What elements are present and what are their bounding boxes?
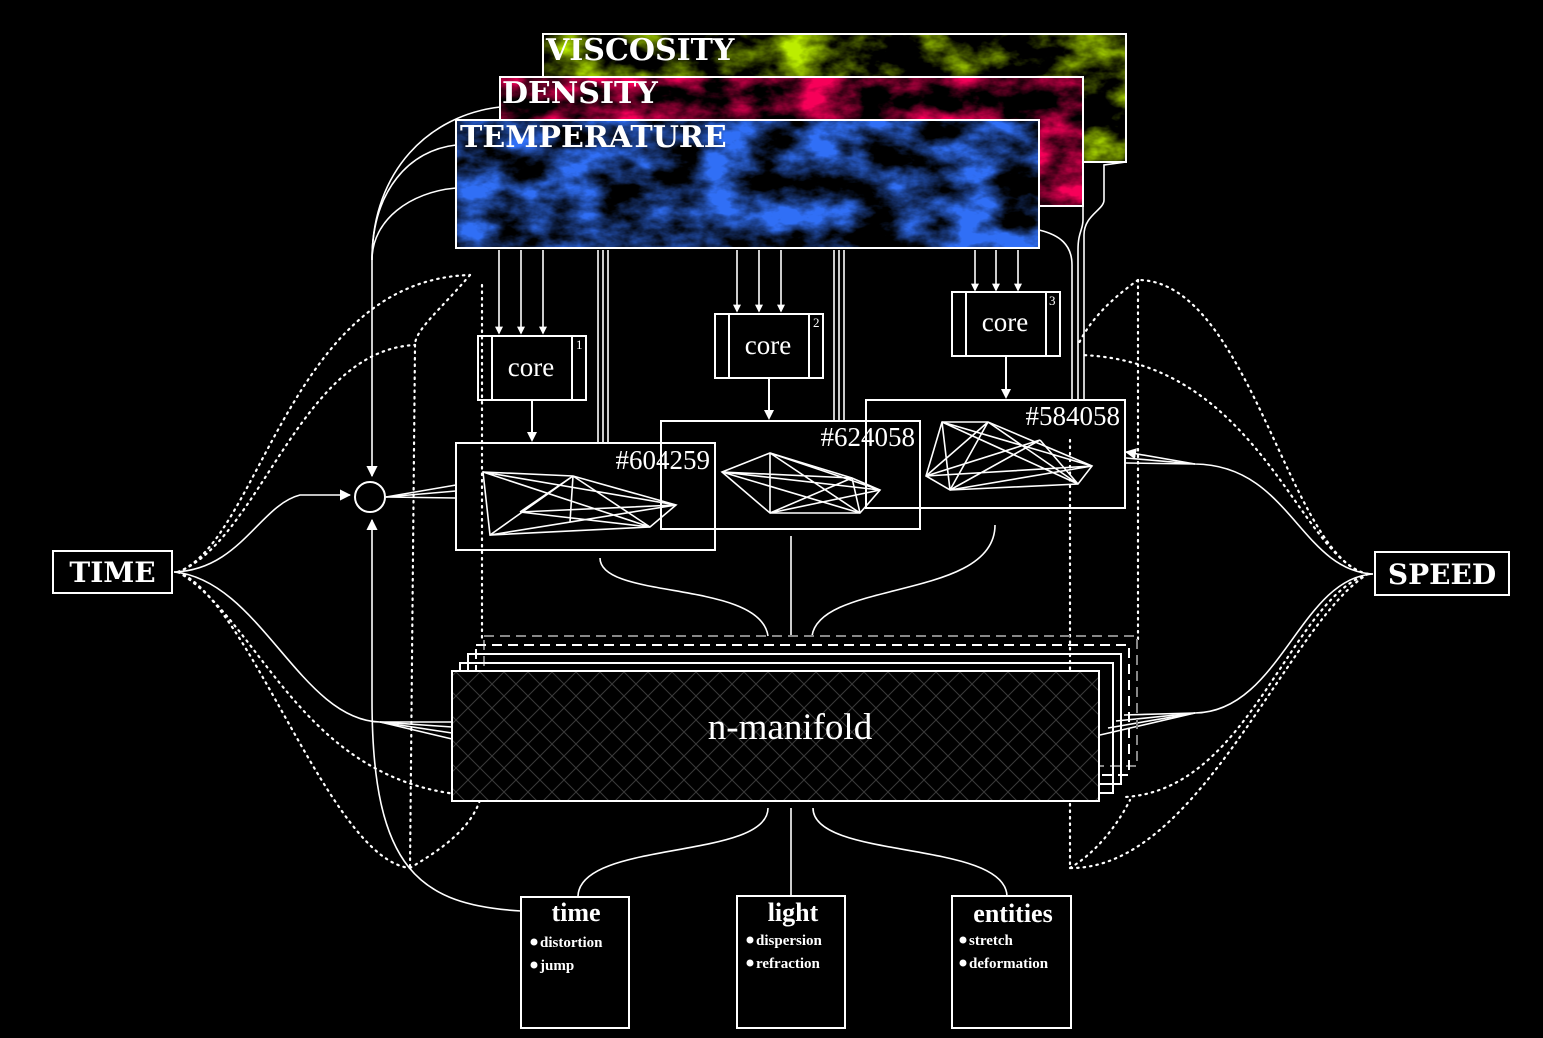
time-input: TIME — [52, 550, 173, 594]
output-entities-item-1: stretch — [969, 933, 1014, 949]
core-2-label: core — [745, 330, 791, 360]
output-time-item-1: distortion — [540, 935, 603, 951]
manifold-label: n-manifold — [708, 707, 873, 748]
graph-2: #624058 — [660, 420, 921, 530]
junction-to-graph-lines — [385, 484, 457, 499]
graph-3-id: #584058 — [1026, 401, 1121, 431]
graph-1: #604259 — [455, 442, 716, 551]
graph-to-manifold-lines — [599, 524, 996, 637]
output-entities-item-2: deformation — [969, 956, 1049, 972]
field-to-junction-lines — [366, 106, 501, 478]
temperature-panel: TEMPERATURE — [455, 119, 1040, 249]
time-input-label: TIME — [69, 556, 155, 589]
manifold-stack: n-manifold — [451, 635, 1138, 802]
output-light-item-1: dispersion — [756, 933, 823, 949]
core-2: core 2 — [714, 313, 824, 379]
manifold-to-output-lines — [577, 807, 1008, 897]
graph-3: #584058 — [865, 399, 1126, 509]
viscosity-label: VISCOSITY — [545, 33, 735, 68]
output-light-item-2: refraction — [756, 956, 821, 972]
core-3-index: 3 — [1049, 293, 1056, 308]
core-3: core 3 — [951, 291, 1061, 357]
core-1-label: core — [508, 352, 554, 382]
time-feedback-line — [366, 518, 522, 912]
density-label: DENSITY — [502, 76, 658, 111]
core-output-arrows — [527, 356, 1011, 442]
speed-input-label: SPEED — [1388, 558, 1496, 591]
output-light: light dispersion refraction — [736, 895, 846, 1029]
output-entities: entities stretch deformation — [951, 895, 1072, 1029]
speed-input-connectors — [1099, 448, 1374, 736]
core-input-arrows — [495, 250, 1022, 335]
output-light-title: light — [768, 898, 819, 927]
graph-1-id: #604259 — [616, 445, 711, 475]
output-time: time distortion jump — [520, 896, 630, 1029]
graph-2-id: #624058 — [821, 422, 916, 452]
core-1: core 1 — [477, 335, 587, 401]
output-time-item-2: jump — [539, 958, 574, 974]
core-2-index: 2 — [813, 315, 820, 330]
core-3-label: core — [982, 307, 1028, 337]
temperature-label: TEMPERATURE — [460, 120, 727, 155]
speed-input: SPEED — [1374, 551, 1510, 596]
output-entities-title: entities — [973, 899, 1052, 928]
core-1-index: 1 — [576, 337, 583, 352]
junction-node — [354, 481, 386, 513]
output-time-title: time — [551, 898, 600, 927]
time-input-connectors — [173, 489, 453, 740]
direct-field-lines — [597, 161, 1127, 443]
